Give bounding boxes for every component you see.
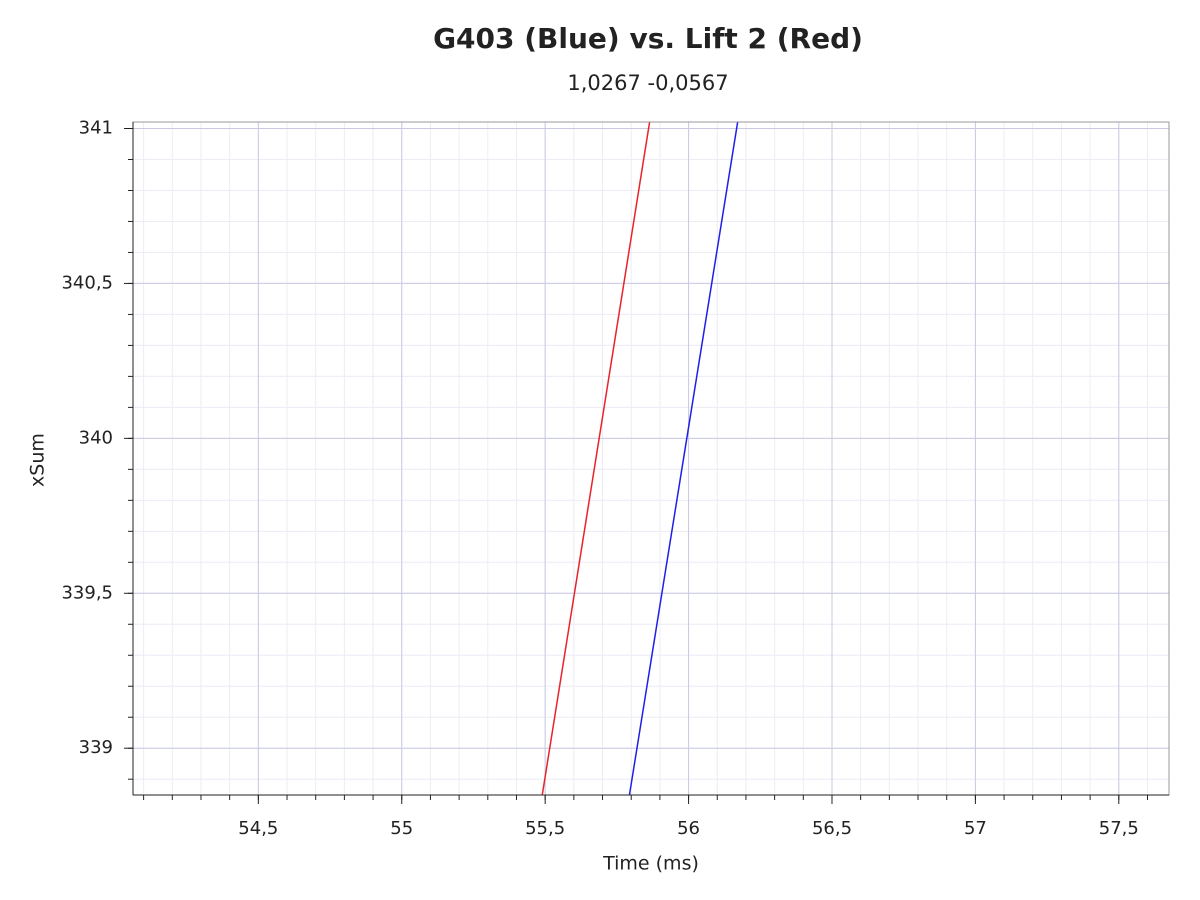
y-tick-label: 339,5 [61, 582, 113, 603]
data-line [541, 122, 651, 795]
x-tick-label: 57,5 [1099, 818, 1139, 839]
x-axis-label: Time (ms) [602, 853, 699, 875]
chart-title: G403 (Blue) vs. Lift 2 (Red) [433, 22, 863, 55]
chart-subtitle: 1,0267 -0,0567 [567, 71, 728, 95]
y-tick-label: 341 [79, 118, 113, 139]
x-tick-label: 56 [677, 818, 700, 839]
x-tick-label: 54,5 [238, 818, 278, 839]
plot-area [541, 122, 739, 795]
data-line [628, 122, 739, 795]
plot-frame [132, 121, 1170, 796]
x-tick-label: 55 [390, 818, 413, 839]
y-tick-label: 339 [79, 737, 113, 758]
y-axis-label: xSum [27, 433, 49, 487]
x-tick-label: 57 [964, 818, 987, 839]
x-tick-label: 56,5 [812, 818, 852, 839]
y-tick-label: 340 [79, 427, 113, 448]
x-tick-label: 55,5 [525, 818, 565, 839]
y-tick-label: 340,5 [61, 272, 113, 293]
